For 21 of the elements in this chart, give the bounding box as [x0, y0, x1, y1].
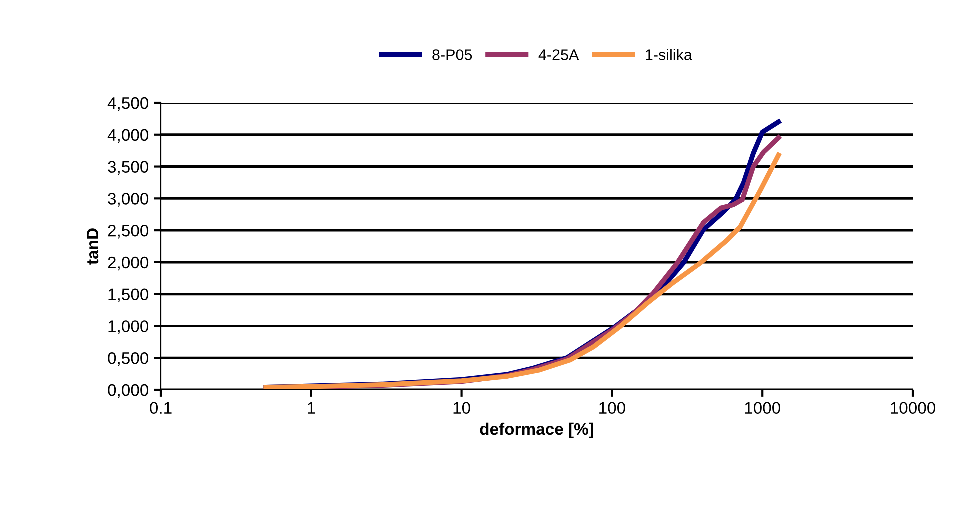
- x-tick-label: 10000: [891, 402, 936, 414]
- y-tick-label: 1,500: [108, 288, 149, 303]
- x-tick-label: 1000: [745, 402, 780, 414]
- y-tick-label: 0,500: [108, 352, 149, 366]
- legend-label: 1-silika: [646, 49, 692, 60]
- legend-label: 4-25A: [538, 50, 580, 60]
- x-tick-label: 10: [454, 402, 470, 414]
- legend-label: 8-P05: [432, 50, 472, 60]
- y-tick-label: 3,500: [108, 161, 149, 175]
- x-axis-title: deformace [%]: [480, 422, 594, 438]
- y-tick-label: 2,500: [108, 224, 149, 239]
- y-tick-label: 4,000: [108, 129, 149, 144]
- y-tick-label: 3,000: [108, 193, 149, 207]
- x-tick-label: 1: [308, 402, 316, 414]
- y-axis-title: tanD: [87, 228, 99, 265]
- y-tick-label: 1,000: [108, 320, 149, 334]
- y-tick-label: 0,000: [108, 384, 149, 398]
- x-tick-label: 0.1: [150, 402, 172, 414]
- x-tick-label: 100: [600, 402, 626, 414]
- y-tick-label: 2,000: [108, 256, 149, 271]
- y-tick-label: 4,500: [108, 97, 149, 112]
